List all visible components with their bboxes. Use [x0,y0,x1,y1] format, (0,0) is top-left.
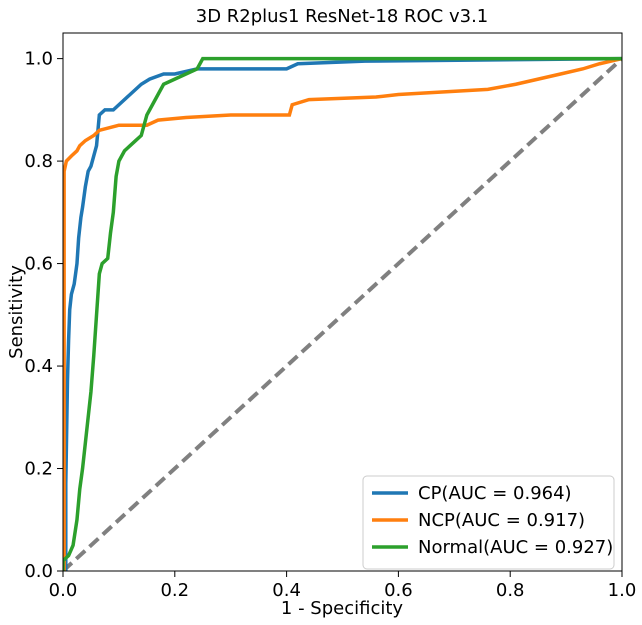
x-tick-label: 0.0 [49,580,78,601]
y-tick-label: 0.6 [24,254,53,275]
series-line-1 [63,56,622,571]
y-tick-label: 0.2 [24,459,53,480]
legend-entry: NCP(AUC = 0.917) [418,510,585,531]
legend-entry: Normal(AUC = 0.927) [418,537,613,558]
series-line-0 [63,56,622,571]
legend-entry: CP(AUC = 0.964) [418,483,572,504]
series-line-2 [63,56,622,571]
x-tick-label: 0.6 [384,580,413,601]
y-axis-label: Sensitivity [6,265,27,359]
legend-box [362,475,615,570]
x-tick-label: 1.0 [608,580,637,601]
legend: CP(AUC = 0.964) NCP(AUC = 0.917) Normal(AU… [362,475,615,570]
plot-area [63,56,622,571]
chart-title: 3D R2plus1 ResNet-18 ROC v3.1 [196,6,489,27]
y-tick-label: 0.8 [24,151,53,172]
x-axis-label: 1 - Specificity [281,598,404,619]
y-tick-label: 0.4 [24,356,53,377]
x-tick-label: 0.8 [496,580,525,601]
axes: 0.0 0.2 0.4 0.6 0.8 1.0 0.0 0.2 0.4 0.6 0.8 1.0 [24,32,637,601]
y-tick-label: 1.0 [24,49,53,70]
plot-frame [62,32,623,572]
x-tick-label: 0.4 [272,580,301,601]
x-tick-label: 0.2 [160,580,189,601]
y-tick-label: 0.0 [24,561,53,582]
chance-diagonal-line [63,57,622,571]
